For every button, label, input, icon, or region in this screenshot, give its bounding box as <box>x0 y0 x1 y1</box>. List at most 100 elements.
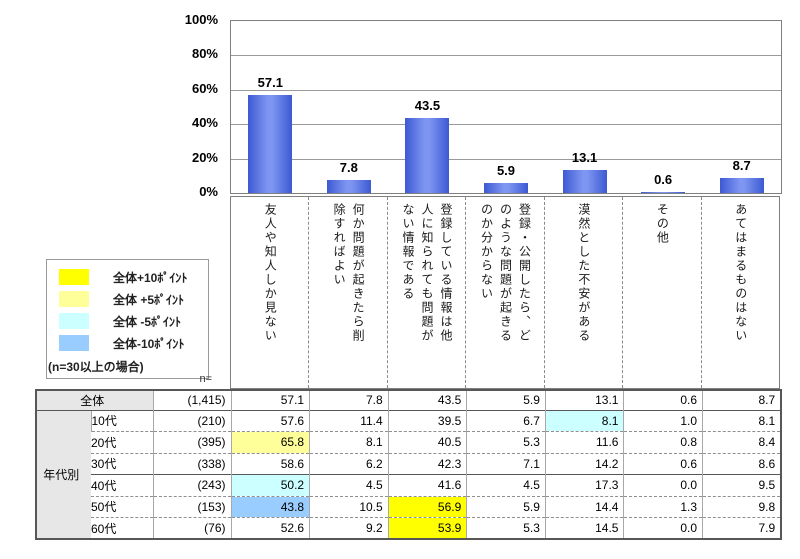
bar-value-label: 43.5 <box>414 98 441 113</box>
bar <box>248 95 293 193</box>
category-label: その他 <box>655 203 670 245</box>
age-label-cell: 10代 <box>90 409 153 432</box>
legend-item-label: 全体+10ﾎﾟｲﾝﾄ <box>113 270 188 285</box>
value-cell: 6.2 <box>309 452 389 475</box>
n-count-cell: (1,415) <box>152 390 231 410</box>
value-cell: 57.1 <box>230 390 310 410</box>
category-cell: 何か問題が起きたら削 除すればよい <box>309 197 388 388</box>
value-cell: 39.5 <box>387 409 467 432</box>
legend-color-chip <box>59 335 89 351</box>
bar-value-label: 5.9 <box>496 163 516 178</box>
table-row: 50代 (153) 43.8 10.5 56.9 5.9 14.4 1.3 9.8 <box>36 495 782 518</box>
bar-value-label: 57.1 <box>257 75 283 90</box>
value-cell: 4.5 <box>309 474 389 496</box>
value-cell: 0.8 <box>623 431 703 453</box>
value-cell: 8.1 <box>702 409 782 432</box>
bar-value-label: 7.8 <box>339 160 358 175</box>
y-axis-tick-label: 60% <box>191 80 218 96</box>
table-row: 40代 (243) 50.2 4.5 41.6 4.5 17.3 0.0 9.5 <box>36 474 782 496</box>
bar-value-label: 8.7 <box>732 158 751 173</box>
bar-value-label: 13.1 <box>571 150 598 165</box>
bar <box>641 192 686 193</box>
category-label: 漠然とした不安がある <box>576 203 591 343</box>
value-cell: 14.4 <box>544 495 624 518</box>
value-cell: 7.1 <box>466 452 546 475</box>
value-cell: 9.8 <box>702 495 782 518</box>
value-cell: 42.3 <box>387 452 467 475</box>
n-count-cell: (76) <box>152 517 231 539</box>
gridline <box>231 89 781 91</box>
bar-value-label: 0.6 <box>654 172 673 187</box>
bar-chart-plot-area: 57.1 7.8 43.5 5.9 13.1 0.6 8.7 <box>230 20 782 194</box>
value-cell: 57.6 <box>230 409 310 432</box>
legend-color-chip <box>59 291 89 307</box>
category-cell: 漠然とした不安がある <box>545 197 624 388</box>
value-cell: 5.9 <box>466 495 546 518</box>
table-row: 全体 (1,415) 57.1 7.8 43.5 5.9 13.1 0.6 8.7 <box>36 390 782 410</box>
legend-item: 全体-10ﾎﾟｲﾝﾄ <box>59 334 184 352</box>
age-label-cell: 50代 <box>91 495 153 518</box>
age-label-cell: 30代 <box>91 452 153 475</box>
value-cell: 4.5 <box>466 474 546 496</box>
legend-color-chip <box>59 269 89 285</box>
category-label-box: 友人や知人しか見ない 何か問題が起きたら削 除すればよい 登録している情報は他 人に… <box>230 196 780 389</box>
gridline <box>231 158 781 160</box>
value-cell: 5.3 <box>466 517 546 539</box>
value-cell: 11.6 <box>544 431 624 453</box>
legend-item: 全体+10ﾎﾟｲﾝﾄ <box>59 268 187 286</box>
value-cell: 5.9 <box>466 390 546 410</box>
value-cell: 13.1 <box>544 390 624 410</box>
y-axis-tick-label: 0% <box>199 184 218 199</box>
value-cell: 9.5 <box>702 474 782 496</box>
sample-size-note: (n=30以上の場合) <box>48 360 144 374</box>
n-count-cell: (243) <box>152 474 231 496</box>
y-axis: 100% 80% 60% 40% 20% 0% <box>150 12 222 199</box>
bar <box>326 180 371 193</box>
y-axis-tick-label: 80% <box>191 46 218 62</box>
age-label-cell: 20代 <box>91 431 153 453</box>
category-cell: あてはまるものはない <box>702 197 779 388</box>
value-cell: 17.3 <box>544 474 624 496</box>
value-cell: 58.6 <box>230 452 310 475</box>
category-label: 登録している情報は他 人に知られても問題が ない情報である <box>401 203 454 343</box>
y-axis-tick-label: 100% <box>184 12 218 27</box>
bar <box>562 170 607 193</box>
n-equals-label: n= <box>199 373 212 385</box>
value-cell: 56.9 <box>387 495 467 518</box>
value-cell: 0.6 <box>623 390 703 410</box>
value-cell: 53.9 <box>387 517 467 539</box>
age-label-cell: 40代 <box>91 474 153 496</box>
legend-item: 全体 -5ﾎﾟｲﾝﾄ <box>59 312 181 330</box>
table-row: 30代 (338) 58.6 6.2 42.3 7.1 14.2 0.6 8.6 <box>36 452 782 475</box>
category-cell: 登録・公開したら、ど のような問題が起きる のか分からない <box>466 197 545 388</box>
value-cell: 8.1 <box>309 431 389 453</box>
legend-item-label: 全体 -5ﾎﾟｲﾝﾄ <box>113 314 182 329</box>
value-cell: 9.2 <box>309 517 389 539</box>
age-breakdown-table: 全体 (1,415) 57.1 7.8 43.5 5.9 13.1 0.6 8.7 年代別 10代(… <box>35 389 783 540</box>
n-count-cell: (153) <box>152 495 231 518</box>
y-axis-tick-label: 40% <box>191 115 218 131</box>
value-cell: 1.0 <box>623 409 703 432</box>
value-cell: 40.5 <box>387 431 467 453</box>
legend-box: (n=30以上の場合) 全体+10ﾎﾟｲﾝﾄ 全体 +5ﾎﾟｲﾝﾄ 全体 -5ﾎﾟｲ… <box>46 259 209 379</box>
legend-item-label: 全体-10ﾎﾟｲﾝﾄ <box>113 336 185 351</box>
legend-color-chip <box>59 313 89 329</box>
value-cell: 65.8 <box>230 431 310 453</box>
value-cell: 8.4 <box>702 431 782 453</box>
y-axis-tick-label: 20% <box>191 149 218 165</box>
category-label: 登録・公開したら、ど のような問題が起きる のか分からない <box>479 203 532 343</box>
value-cell: 50.2 <box>230 474 310 496</box>
bar <box>405 118 450 193</box>
value-cell: 0.0 <box>623 517 703 539</box>
value-cell: 14.2 <box>544 452 624 475</box>
value-cell: 7.9 <box>702 517 782 539</box>
value-cell: 5.3 <box>466 431 546 453</box>
legend-item-label: 全体 +5ﾎﾟｲﾝﾄ <box>113 292 185 307</box>
category-cell: 友人や知人しか見ない <box>231 197 310 388</box>
value-cell: 8.7 <box>702 390 782 410</box>
value-cell: 1.3 <box>623 495 703 518</box>
category-label: 何か問題が起きたら削 除すればよい <box>332 203 366 343</box>
value-cell: 43.5 <box>387 390 467 410</box>
n-count-cell: (338) <box>152 452 231 475</box>
